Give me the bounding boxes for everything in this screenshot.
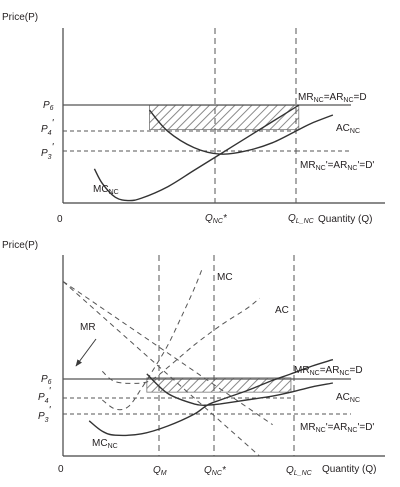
p4-tick-label: P4' [38, 386, 52, 405]
q-nc-tick-label: QNC* [204, 465, 227, 477]
bottom-panel: Price(P) 0 Quantity (Q) MC AC MR P6 P4' … [2, 240, 385, 477]
mr-pointer-arrow [75, 338, 97, 367]
q-lnc-tick-label: QL_NC [288, 213, 315, 225]
y-axis-label: Price(P) [2, 240, 38, 251]
ac-label: AC [275, 305, 289, 316]
x-axis-label: Quantity (Q) [318, 214, 372, 225]
q-lnc-tick-label: QL_NC [286, 465, 313, 477]
origin-label: 0 [57, 214, 63, 225]
ar-line [62, 280, 273, 426]
y-axis-label: Price(P) [2, 12, 38, 23]
ac-nc-label: ACNC [336, 392, 360, 404]
q-nc-tick-label: QNC* [205, 213, 228, 225]
mc-nc-curve [93, 104, 300, 202]
mr-label: MR [80, 322, 96, 333]
mc-label: MC [217, 272, 233, 283]
demand-label: MRNC=ARNC=D [298, 92, 367, 104]
top-panel: Price(P) 0 Quantity (Q) P6 P4' P3' QNC* … [2, 12, 385, 225]
ac-nc-label: ACNC [336, 123, 360, 135]
demand-prime-label: MRNC'=ARNC'=D' [300, 422, 374, 434]
mc-nc-label: MCNC [93, 184, 119, 196]
mr-line [62, 281, 260, 457]
mc-dashed-curve [102, 269, 203, 411]
p4-tick-label: P4' [41, 118, 55, 137]
q-m-tick-label: QM [153, 465, 167, 477]
p6-tick-label: P6 [41, 374, 52, 386]
demand-prime-label: MRNC'=ARNC'=D' [300, 160, 374, 172]
p3-tick-label: P3' [38, 405, 52, 424]
profit-area [146, 377, 292, 393]
ac-dashed-curve [101, 297, 260, 384]
p3-tick-label: P3' [41, 142, 55, 161]
mc-nc-label: MCNC [92, 438, 118, 450]
ac-nc-curve [146, 373, 334, 406]
demand-label: MRNC=ARNC=D [294, 365, 363, 377]
x-axis-label: Quantity (Q) [322, 464, 376, 475]
p6-tick-label: P6 [43, 100, 54, 112]
ac-nc-curve [148, 109, 334, 155]
profit-area [149, 104, 300, 131]
origin-label: 0 [58, 464, 64, 475]
